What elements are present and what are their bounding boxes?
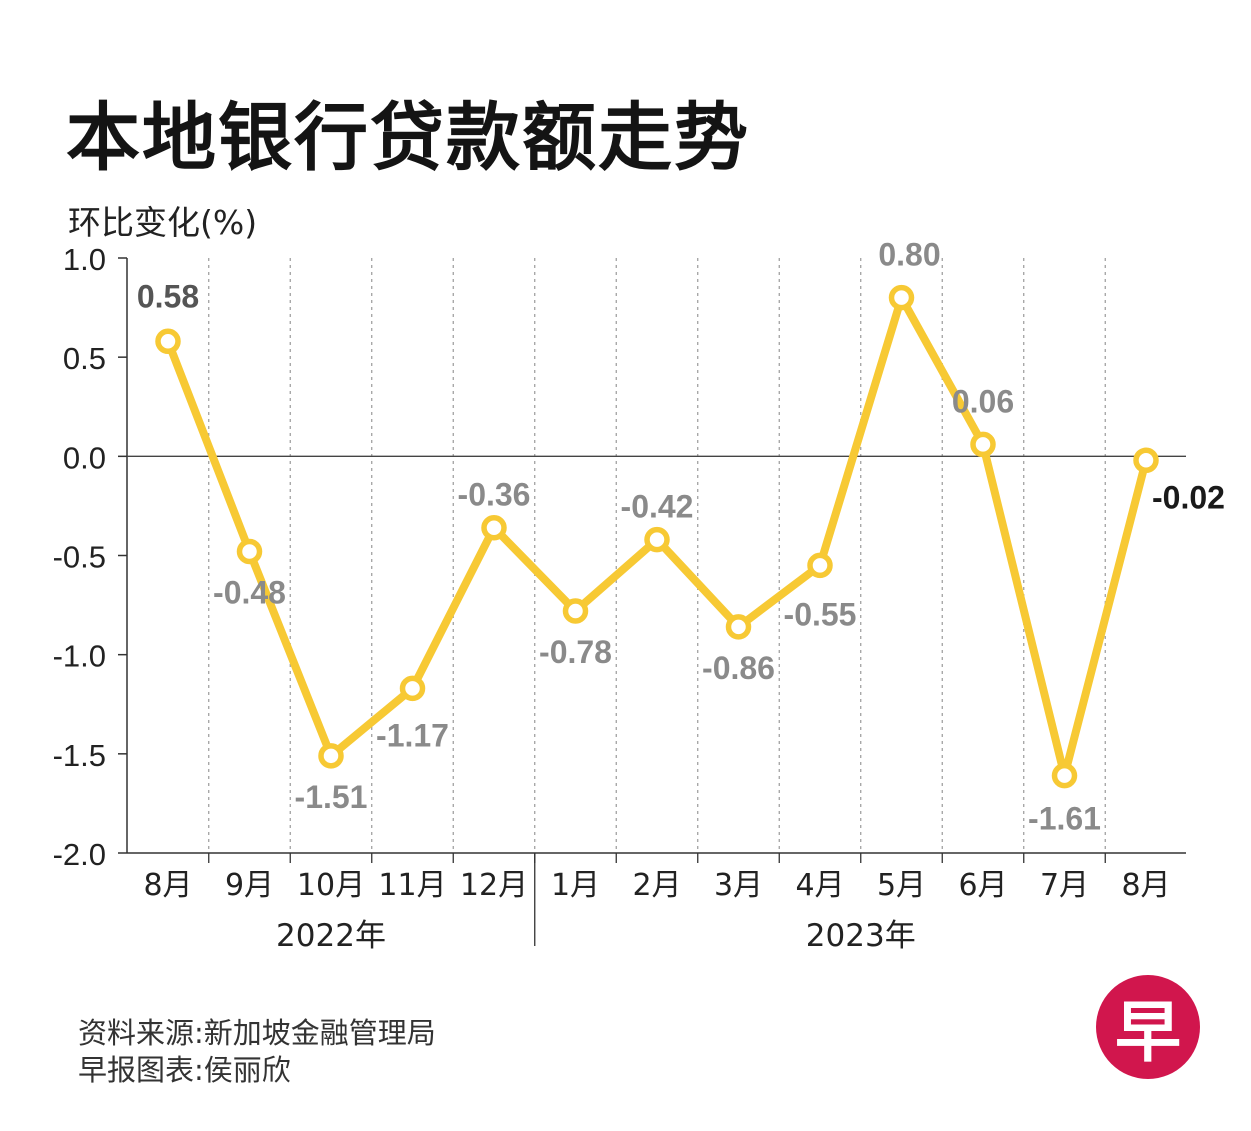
data-label: -0.86	[702, 650, 775, 686]
data-labels: 0.58-0.48-1.51-1.17-0.36-0.78-0.42-0.86-…	[137, 237, 1225, 837]
tick-labels: 1.0 0.5 0.0 -0.5 -1.0 -1.5 -2.0 8月 9月 10月 11月 12月 1月…	[53, 242, 1171, 954]
x-tick-label: 11月	[378, 868, 446, 903]
y-tick-label: -1.0	[53, 639, 106, 674]
line-chart: 0.58-0.48-1.51-1.17-0.36-0.78-0.42-0.86-…	[53, 237, 1225, 954]
credit-note: 早报图表:侯丽欣	[78, 1053, 291, 1087]
x-tick-label: 7月	[1040, 868, 1089, 903]
x-tick-label: 8月	[143, 868, 192, 903]
data-point	[155, 328, 181, 355]
data-label: -0.78	[539, 634, 612, 670]
x-tick-label: 10月	[297, 868, 365, 903]
data-label: -0.42	[621, 489, 694, 525]
x-tick-label: 9月	[225, 868, 274, 903]
data-label: -1.51	[295, 779, 368, 815]
data-label: 0.06	[952, 383, 1014, 419]
x-tick-label: 3月	[714, 868, 763, 903]
data-point	[399, 675, 426, 702]
y-axis-label: 环比变化(%)	[68, 203, 258, 242]
x-tick-label: 2月	[632, 868, 681, 903]
x-tick-label: 6月	[958, 868, 1007, 903]
data-point	[1051, 762, 1078, 789]
data-point	[318, 743, 344, 769]
data-label: -1.61	[1028, 801, 1101, 837]
x-tick-label: 8月	[1121, 868, 1170, 903]
year-label: 2022年	[276, 918, 386, 954]
data-label: 0.58	[137, 278, 199, 314]
data-label: -0.36	[458, 477, 531, 513]
data-point	[481, 514, 507, 541]
x-tick-label: 1月	[551, 868, 600, 903]
data-label: -1.17	[376, 717, 449, 753]
y-tick-label: -0.5	[53, 540, 106, 575]
x-tick-label: 4月	[795, 868, 844, 903]
x-tick-label: 5月	[877, 868, 926, 903]
data-point	[562, 598, 589, 624]
chart-title: 本地银行贷款额走势	[66, 95, 750, 181]
data-label: -0.48	[213, 575, 286, 611]
data-point	[725, 614, 752, 640]
data-label: -0.55	[784, 596, 857, 632]
data-points	[155, 284, 1159, 789]
data-label: -0.02	[1152, 479, 1225, 515]
y-tick-label: 1.0	[63, 242, 106, 277]
source-note: 资料来源:新加坡金融管理局	[78, 1016, 436, 1050]
y-tick-label: -1.5	[53, 738, 106, 773]
axes	[118, 257, 1186, 946]
year-label: 2023年	[806, 918, 916, 954]
y-tick-label: 0.5	[63, 341, 106, 376]
data-label: 0.80	[878, 237, 940, 273]
data-point	[807, 552, 833, 579]
y-tick-label: -2.0	[53, 837, 106, 872]
y-tick-label: 0.0	[63, 440, 106, 475]
data-point	[888, 284, 915, 311]
zaobao-logo: 早	[1096, 975, 1200, 1079]
grid-lines	[208, 258, 1106, 853]
data-point	[970, 431, 996, 458]
data-point	[1133, 447, 1159, 474]
data-point	[236, 538, 263, 565]
x-tick-label: 12月	[460, 868, 528, 903]
data-point	[644, 526, 670, 553]
